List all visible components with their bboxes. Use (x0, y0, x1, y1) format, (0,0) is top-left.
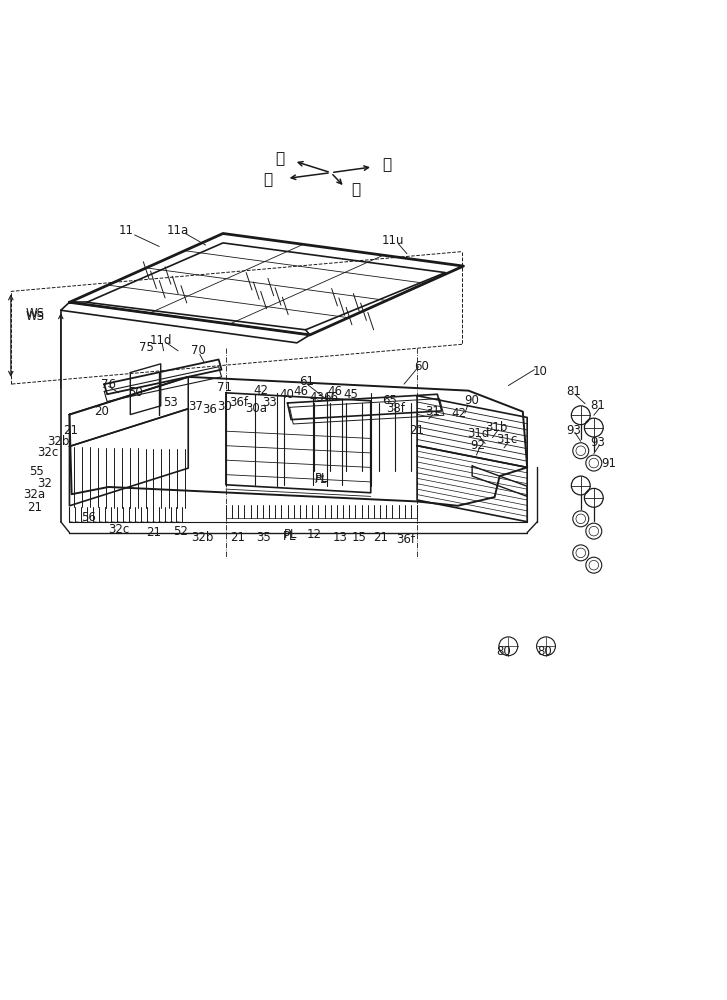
Text: 21: 21 (409, 424, 425, 437)
Text: PL: PL (283, 530, 297, 543)
Text: 61: 61 (300, 375, 315, 388)
Text: 35: 35 (256, 531, 271, 544)
Text: 33: 33 (262, 396, 277, 409)
Text: 45: 45 (343, 388, 358, 401)
Text: 53: 53 (164, 396, 178, 409)
Text: 右: 右 (352, 183, 361, 198)
Text: 31c: 31c (497, 433, 518, 446)
Text: 37: 37 (188, 400, 203, 413)
Text: 55: 55 (29, 465, 44, 478)
Text: 46: 46 (327, 385, 342, 398)
Text: 32b: 32b (47, 435, 69, 448)
Text: 66: 66 (323, 391, 337, 404)
Text: 15: 15 (352, 531, 366, 544)
Text: 36: 36 (203, 403, 217, 416)
Text: 32a: 32a (24, 488, 46, 501)
Text: 11: 11 (119, 224, 134, 237)
Text: 60: 60 (414, 360, 429, 373)
Text: 前: 前 (382, 157, 391, 172)
Text: 21: 21 (63, 424, 79, 437)
Text: 38f: 38f (386, 402, 405, 415)
Text: 36f: 36f (230, 396, 249, 409)
Text: 80: 80 (497, 645, 511, 658)
Text: 11u: 11u (381, 234, 403, 247)
Text: 10: 10 (533, 365, 547, 378)
Text: 93: 93 (566, 424, 581, 437)
Text: 36f: 36f (396, 533, 415, 546)
Text: 81: 81 (591, 399, 606, 412)
Text: 91: 91 (601, 457, 616, 470)
Text: 21: 21 (146, 526, 161, 539)
Text: PL: PL (284, 528, 298, 541)
Text: 左: 左 (276, 151, 285, 166)
Text: 81: 81 (566, 385, 581, 398)
Text: 50: 50 (128, 386, 142, 399)
Text: 32c: 32c (37, 446, 58, 459)
Text: 92: 92 (470, 439, 486, 452)
Text: 后: 后 (263, 172, 273, 187)
Text: 11d: 11d (150, 334, 172, 347)
Text: 30: 30 (217, 400, 232, 413)
Text: 42: 42 (451, 407, 467, 420)
Text: PL: PL (315, 475, 328, 485)
Text: 40: 40 (279, 388, 294, 401)
Text: 31b: 31b (486, 421, 508, 434)
Text: 11a: 11a (167, 224, 189, 237)
Text: 42: 42 (253, 384, 268, 397)
Text: 31: 31 (425, 405, 441, 418)
Text: 70: 70 (191, 344, 206, 357)
Text: 71: 71 (217, 381, 232, 394)
Text: 31d: 31d (467, 427, 489, 440)
Text: 20: 20 (94, 405, 109, 418)
Text: 76: 76 (101, 378, 116, 391)
Text: 75: 75 (139, 341, 153, 354)
Text: 32: 32 (37, 477, 52, 490)
Text: 21: 21 (374, 531, 388, 544)
Text: 90: 90 (465, 394, 480, 407)
Text: 93: 93 (591, 436, 606, 449)
Text: WS: WS (25, 310, 44, 323)
Text: 65: 65 (382, 394, 397, 407)
Text: WS: WS (25, 307, 44, 320)
Text: 21: 21 (230, 531, 245, 544)
Text: 32b: 32b (191, 531, 214, 544)
Text: PL: PL (315, 472, 329, 485)
Text: 46: 46 (294, 385, 309, 398)
Text: 32c: 32c (108, 523, 129, 536)
Text: 80: 80 (537, 645, 552, 658)
Text: 13: 13 (333, 531, 348, 544)
Text: 52: 52 (174, 525, 188, 538)
Text: 43: 43 (310, 391, 324, 404)
Text: 30a: 30a (245, 402, 268, 415)
Text: 56: 56 (81, 511, 96, 524)
Text: 21: 21 (27, 501, 42, 514)
Text: 12: 12 (307, 528, 322, 541)
